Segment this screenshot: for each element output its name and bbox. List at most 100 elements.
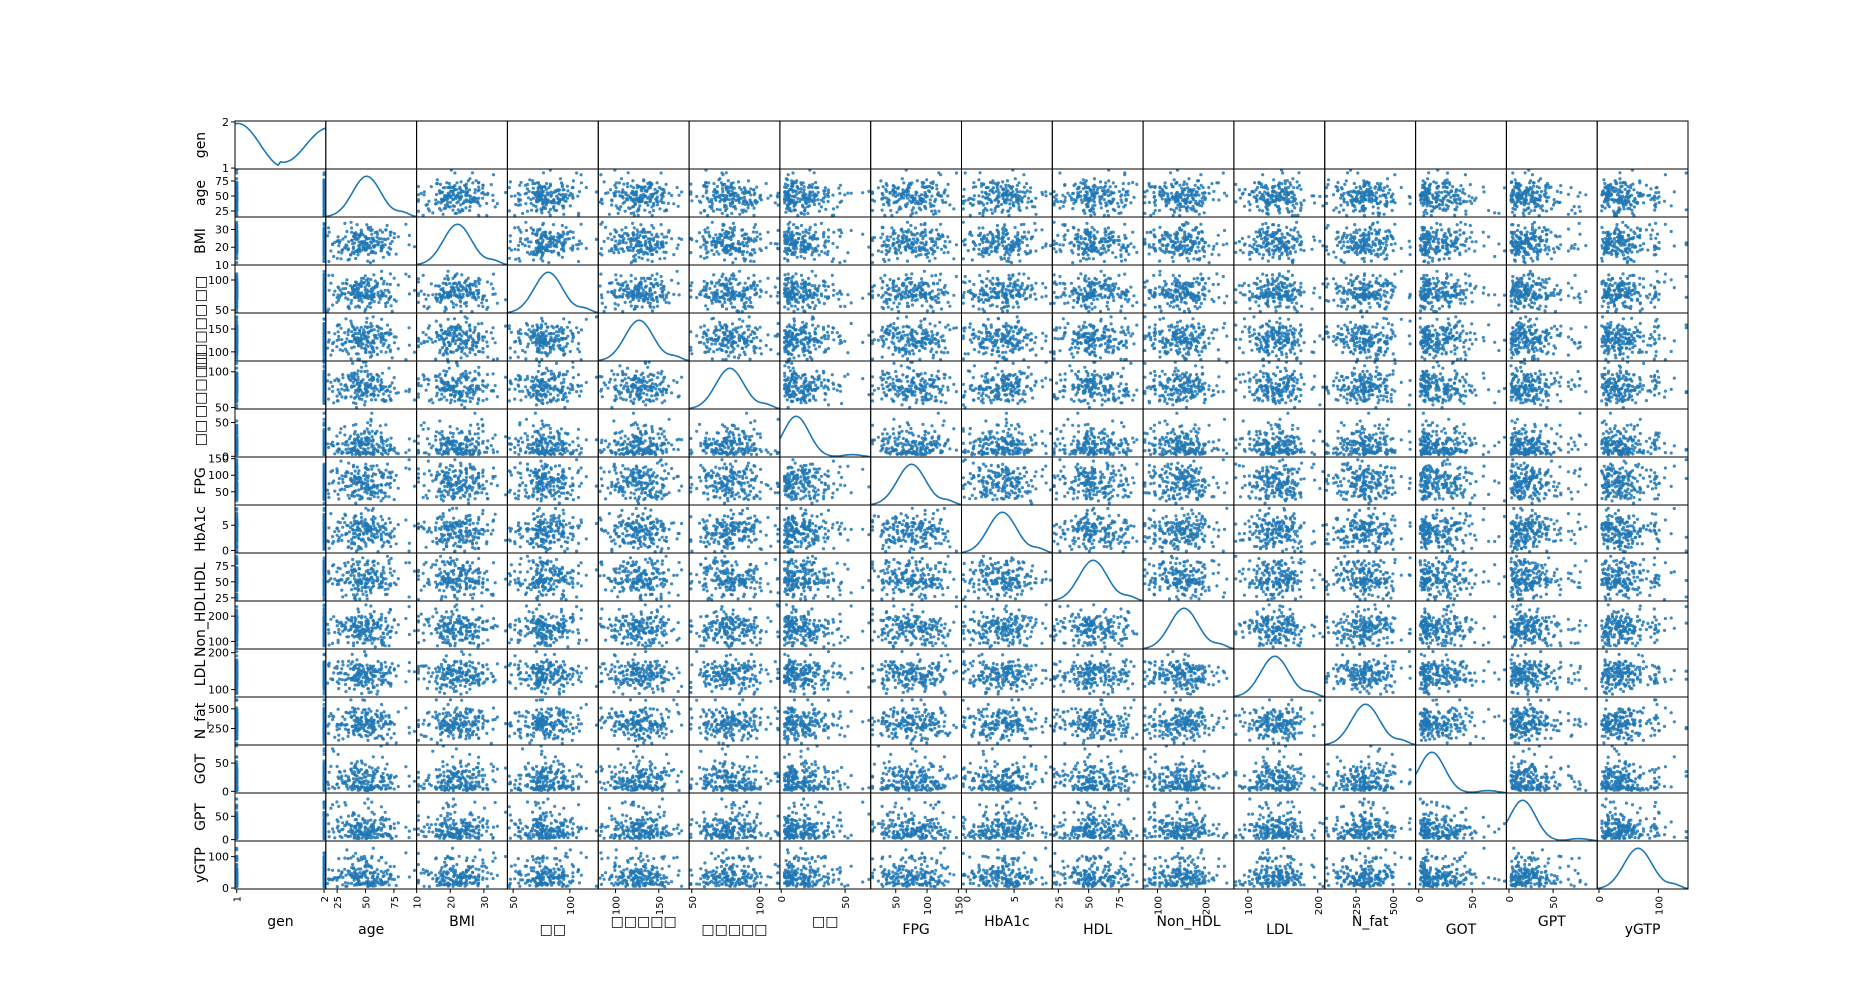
data-point <box>946 250 950 254</box>
data-point <box>1277 181 1281 185</box>
data-point <box>531 196 536 200</box>
data-point <box>936 246 940 250</box>
data-point <box>1278 198 1282 202</box>
data-point <box>1293 250 1298 254</box>
data-point <box>1285 225 1289 229</box>
data-point <box>708 205 712 209</box>
data-point <box>442 206 446 211</box>
data-point <box>626 171 630 175</box>
data-point <box>1334 185 1338 189</box>
data-point <box>783 249 787 253</box>
data-point <box>1135 250 1139 254</box>
data-point <box>1361 204 1365 208</box>
data-point <box>980 252 984 256</box>
data-point <box>1114 185 1118 189</box>
data-point <box>1250 190 1254 194</box>
data-point <box>491 173 496 177</box>
data-point <box>1111 251 1115 255</box>
data-point <box>1071 225 1075 229</box>
data-point <box>459 203 463 207</box>
data-point <box>1569 186 1573 190</box>
data-point <box>1190 241 1194 245</box>
data-point <box>1612 209 1616 213</box>
data-point <box>730 197 735 201</box>
data-point <box>1603 181 1607 186</box>
data-point <box>507 186 511 190</box>
data-point <box>896 248 901 252</box>
data-point <box>642 178 646 182</box>
data-point <box>1514 195 1518 199</box>
data-point <box>617 251 621 255</box>
data-point <box>1510 193 1514 197</box>
data-point <box>670 237 674 241</box>
data-point <box>1284 187 1288 191</box>
data-point <box>689 190 693 194</box>
data-point <box>785 178 790 182</box>
data-point <box>322 187 326 191</box>
data-point <box>1465 200 1469 204</box>
data-point <box>1511 198 1515 202</box>
data-point <box>1143 237 1147 241</box>
data-point <box>808 245 812 249</box>
data-point <box>989 208 993 212</box>
data-point <box>1196 245 1200 249</box>
data-point <box>1234 200 1238 204</box>
data-point <box>663 256 667 260</box>
data-point <box>1254 230 1258 234</box>
data-point <box>466 179 470 183</box>
data-point <box>531 231 535 236</box>
data-point <box>659 240 663 244</box>
data-point <box>1190 246 1194 250</box>
data-point <box>1197 249 1201 253</box>
data-point <box>1028 251 1032 255</box>
data-point <box>350 238 354 242</box>
data-point <box>1143 201 1147 205</box>
data-point <box>377 240 381 244</box>
data-point <box>1150 185 1154 189</box>
data-point <box>1261 209 1265 213</box>
data-point <box>861 191 865 195</box>
data-point <box>1425 211 1429 215</box>
data-point <box>928 259 932 263</box>
data-point <box>639 223 643 227</box>
data-point <box>438 182 443 186</box>
data-point <box>1120 259 1124 263</box>
data-point <box>1171 243 1176 248</box>
data-point <box>1207 185 1211 190</box>
data-point <box>655 242 659 246</box>
data-point <box>1076 252 1081 257</box>
data-point <box>743 202 748 207</box>
data-point <box>1602 178 1606 182</box>
data-point <box>807 231 811 235</box>
data-point <box>545 249 549 253</box>
data-point <box>1149 230 1153 234</box>
data-point <box>1013 177 1017 181</box>
data-point <box>689 251 693 255</box>
data-point <box>655 250 659 254</box>
data-point <box>913 226 918 230</box>
data-point <box>1533 208 1537 213</box>
data-point <box>1255 205 1260 209</box>
data-point <box>923 228 927 232</box>
data-point <box>634 198 638 202</box>
data-point <box>631 179 635 183</box>
data-point <box>371 259 376 263</box>
data-point <box>798 199 802 204</box>
data-point <box>1654 191 1658 195</box>
data-point <box>1261 253 1265 257</box>
data-point <box>514 257 518 261</box>
data-point <box>1254 240 1258 244</box>
data-point <box>1287 199 1291 203</box>
data-point <box>1356 171 1360 175</box>
data-point <box>820 250 824 254</box>
data-point <box>529 201 533 205</box>
data-point <box>1255 185 1260 190</box>
data-point <box>1649 187 1653 191</box>
data-point <box>1336 188 1340 192</box>
data-point <box>954 171 959 175</box>
data-point <box>1093 185 1097 189</box>
data-point <box>337 250 341 254</box>
data-point <box>695 239 699 243</box>
data-point <box>1052 247 1056 251</box>
data-point <box>749 237 753 241</box>
